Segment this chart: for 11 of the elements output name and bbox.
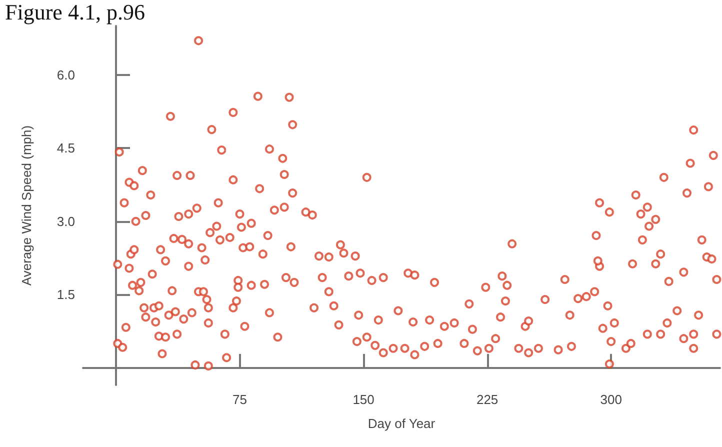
y-tick-label: 1.5: [56, 287, 75, 302]
chart-title: Figure 4.1, p.96: [5, 0, 145, 24]
x-axis-title: Day of Year: [368, 416, 436, 431]
x-tick-label: 300: [600, 392, 622, 407]
y-tick-label: 3.0: [56, 214, 75, 229]
y-tick-label: 6.0: [56, 67, 75, 82]
x-tick-label: 75: [232, 392, 248, 407]
y-axis-title: Average Wind Speed (mph): [19, 125, 34, 286]
x-tick-label: 150: [352, 392, 374, 407]
x-tick-label: 225: [476, 392, 498, 407]
y-tick-label: 4.5: [56, 140, 75, 156]
